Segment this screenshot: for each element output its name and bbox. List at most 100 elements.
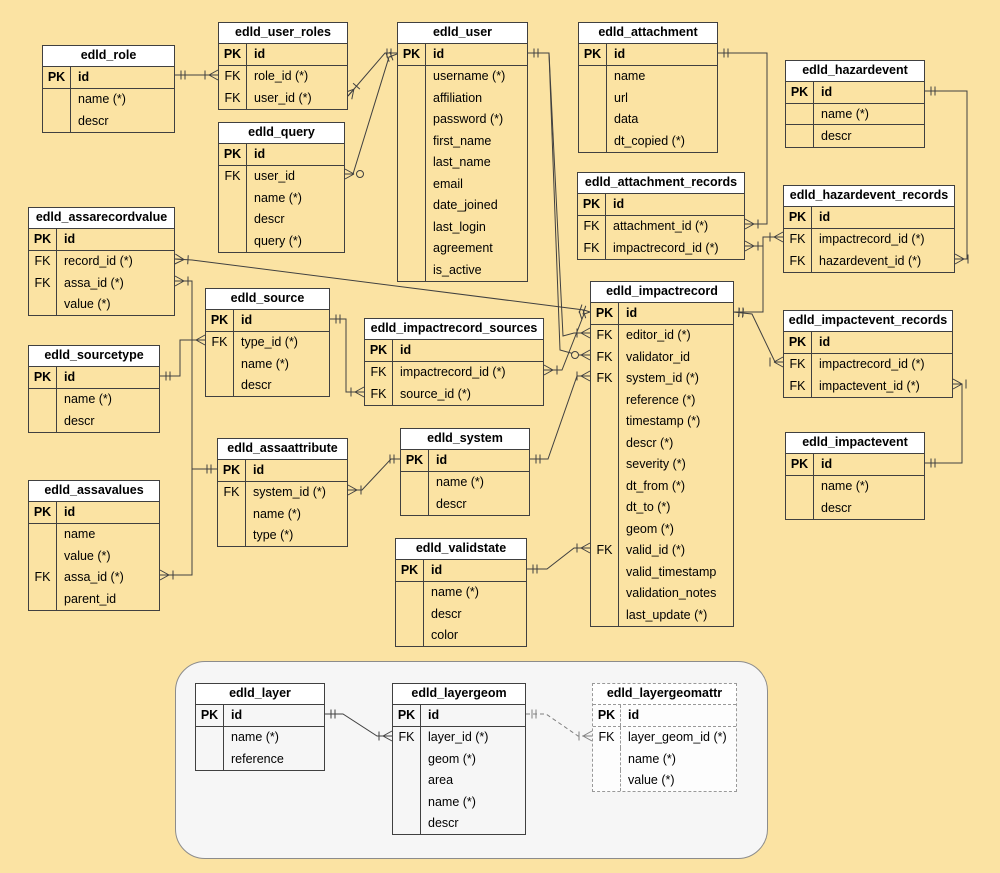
pk-key-label: PK [393,705,421,726]
key-gutter [219,230,247,252]
key-gutter [591,518,619,540]
relationship-edld_user_roles.user_id-to-edld_user.id [347,52,397,97]
relationship-edld_impactrecord.id-to-edld_impactevent_records.impactrecord_id [732,311,783,363]
table-title-edld_query: edld_query [219,123,344,144]
table-row-edld_sourcetype-name: name (*) [29,388,159,410]
table-row-edld_user-date_joined: date_joined [398,194,527,216]
field-label: impactrecord_id (*) [819,357,925,372]
key-gutter [29,293,57,315]
table-row-edld_query-name: name (*) [219,187,344,209]
table-row-edld_user-first_name: first_name [398,130,527,152]
table-row-edld_validstate-color: color [396,624,526,646]
table-row-edld_source-id: PK id [206,310,329,332]
table-row-edld_assarecordvalue-value: value (*) [29,293,174,315]
cardinality-marker [582,309,587,319]
cardinality-marker [737,308,740,318]
key-gutter [218,503,246,525]
pk-key-label: PK [365,340,393,361]
table-title-edld_user: edld_user [398,23,527,44]
field-label: id [231,708,243,723]
key-gutter [29,410,57,432]
table-row-edld_user-password: password (*) [398,108,527,130]
table-row-edld_user-username: username (*) [398,65,527,87]
table-row-edld_layergeom-name: name (*) [393,791,525,813]
pk-key-label: PK [196,705,224,726]
pk-key-label: PK [784,207,812,228]
key-gutter [591,582,619,604]
relationship-edld_impactrecord_sources.impactrecord_id-to-edld_impactrecord.id [544,311,591,371]
field-label: geom (*) [626,521,674,536]
key-gutter [398,87,426,109]
key-gutter [29,388,57,410]
table-title-edld_assavalues: edld_assavalues [29,481,159,502]
key-gutter [579,65,607,87]
field-label: name (*) [428,794,476,809]
field-label: id [821,457,833,472]
table-row-edld_attachment_records-id: PK id [578,194,744,216]
key-gutter [591,453,619,475]
table-row-edld_layer-name: name (*) [196,726,324,748]
fk-key-label: FK [365,361,393,383]
table-row-edld_hazardevent-id: PK id [786,82,924,104]
field-label: impactrecord_id (*) [819,232,925,247]
table-row-edld_impactrecord-id: PK id [591,303,733,325]
entity-table-edld_user_roles: edld_user_roles PK id FK role_id (*) FK user_i… [218,22,348,110]
cardinality-marker [354,391,365,398]
field-label: id [436,453,448,468]
table-row-edld_user-last_name: last_name [398,151,527,173]
cardinality-marker [347,88,355,97]
table-row-edld_user-id: PK id [398,44,527,66]
key-gutter [398,173,426,195]
field-label: name (*) [253,506,301,521]
table-title-edld_layergeomattr: edld_layergeomattr [593,684,736,705]
field-label: affiliation [433,90,483,105]
key-gutter [593,769,621,791]
field-label: layer_id (*) [428,730,489,745]
fk-key-label: FK [206,331,234,353]
field-label: system_id (*) [253,485,326,500]
entity-table-edld_impactevent: edld_impactevent PK id name (*) descr [785,432,925,520]
table-row-edld_impactevent-descr: descr [786,497,924,519]
table-row-edld_user-is_active: is_active [398,259,527,281]
cardinality-marker [580,547,591,554]
fk-key-label: FK [784,250,812,272]
field-label: descr [431,606,462,621]
cardinality-marker [954,253,965,260]
table-title-edld_sourcetype: edld_sourcetype [29,346,159,367]
cardinality-marker [347,489,358,496]
field-label: id [64,505,76,520]
relationship-edld_source.type_id-to-edld_sourcetype.id [160,339,205,377]
key-gutter [29,523,57,545]
key-gutter [591,604,619,626]
cardinality-marker [159,569,170,576]
table-row-edld_layergeomattr-id: PK id [593,705,736,727]
cardinality-marker [578,304,583,314]
field-label: id [628,708,640,723]
entity-table-edld_attachment: edld_attachment PK id name url data dt_copied … [578,22,718,153]
cardinality-marker [773,356,784,363]
field-label: id [254,147,266,162]
entity-table-edld_system: edld_system PK id name (*) descr [400,428,530,516]
table-row-edld_user_roles-user_id: FK user_id (*) [219,87,347,109]
fk-key-label: FK [784,228,812,250]
field-label: id [78,70,90,85]
cardinality-marker [954,258,965,265]
table-row-edld_hazardevent_records-hazardevent_id: FK hazardevent_id (*) [784,250,954,272]
table-row-edld_user-agreement: agreement [398,237,527,259]
field-label: user_id [254,169,295,184]
fk-key-label: FK [393,726,421,748]
pk-key-label: PK [29,367,57,388]
fk-key-label: FK [784,353,812,375]
table-title-edld_user_roles: edld_user_roles [219,23,347,44]
field-label: assa_id (*) [64,570,124,585]
field-label: password (*) [433,112,504,127]
field-label: hazardevent_id (*) [819,253,922,268]
fk-key-label: FK [784,375,812,397]
field-label: descr [428,816,459,831]
cardinality-marker [543,364,554,371]
key-gutter [398,151,426,173]
table-row-edld_impactevent_records-impactevent_id: FK impactevent_id (*) [784,375,952,397]
key-gutter [393,812,421,834]
fk-key-label: FK [29,566,57,588]
key-gutter [401,471,429,493]
